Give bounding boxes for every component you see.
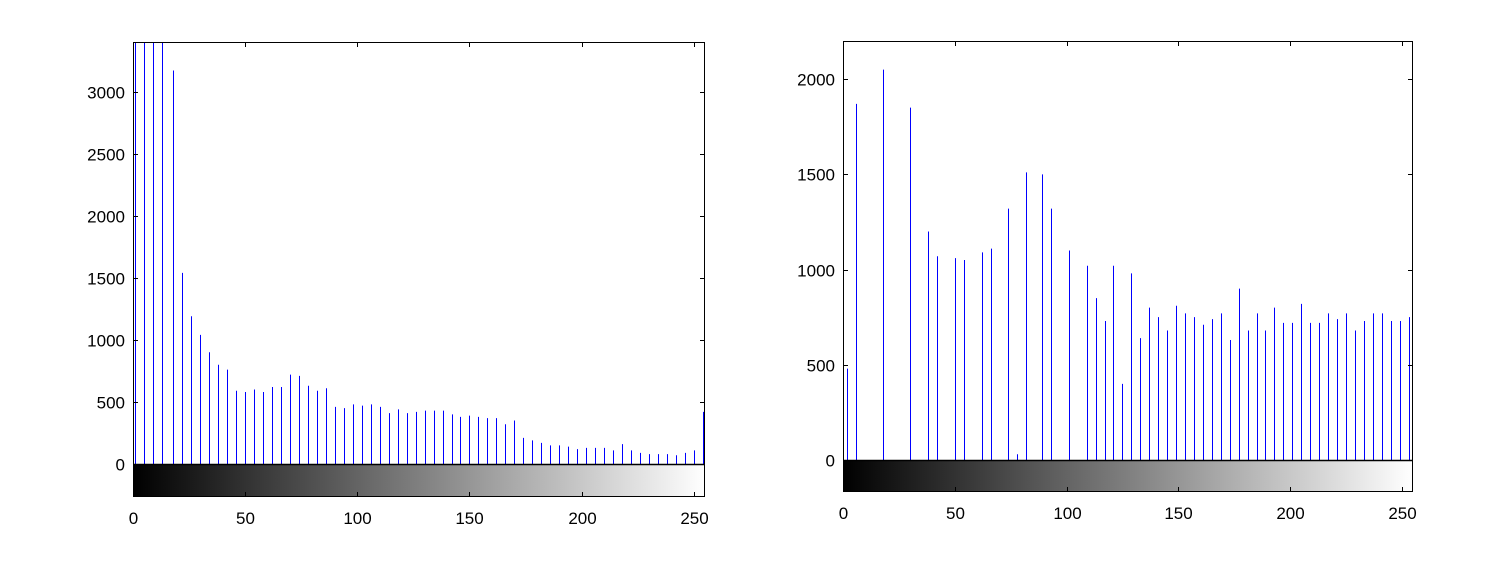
left-ytick-label: 2000 [87,208,125,227]
left-xtick-label: 200 [568,509,596,528]
left-ytick-label: 1500 [87,270,125,289]
left-bars [135,42,704,464]
right-ytick-label: 0 [826,452,835,471]
left-ytick-label: 2500 [87,146,125,165]
left-xtick-label: 100 [343,509,371,528]
left-axes-frame [133,42,705,497]
chart-right-histogram: 0 500 1000 1500 2000 0 50 100 150 200 250 [797,41,1417,523]
right-bars [847,69,1410,460]
right-xtick-label: 50 [946,504,965,523]
right-ytick-label: 2000 [797,71,835,90]
right-xtick-label: 150 [1164,504,1192,523]
right-xtick-label: 200 [1276,504,1304,523]
right-xtick-label: 0 [839,504,848,523]
left-ytick-label: 500 [97,394,125,413]
right-axes-frame [843,41,1413,492]
left-grayscale-colorbar [133,464,705,497]
right-ytick-label: 1000 [797,262,835,281]
left-ytick-label: 1000 [87,332,125,351]
chart-left-histogram: 0 500 1000 1500 2000 2500 3000 0 50 100 150 200 250 [87,42,709,528]
left-xtick-label: 150 [455,509,483,528]
left-xtick-label: 250 [680,509,708,528]
right-ytick-label: 1500 [797,166,835,185]
left-ytick-label: 3000 [87,84,125,103]
right-xtick-label: 250 [1388,504,1416,523]
left-ytick-label: 0 [116,456,125,475]
right-xtick-label: 100 [1053,504,1081,523]
left-xtick-label: 50 [236,509,255,528]
right-ytick-label: 500 [807,357,835,376]
left-xtick-label: 0 [129,509,138,528]
right-grayscale-colorbar [843,460,1413,492]
